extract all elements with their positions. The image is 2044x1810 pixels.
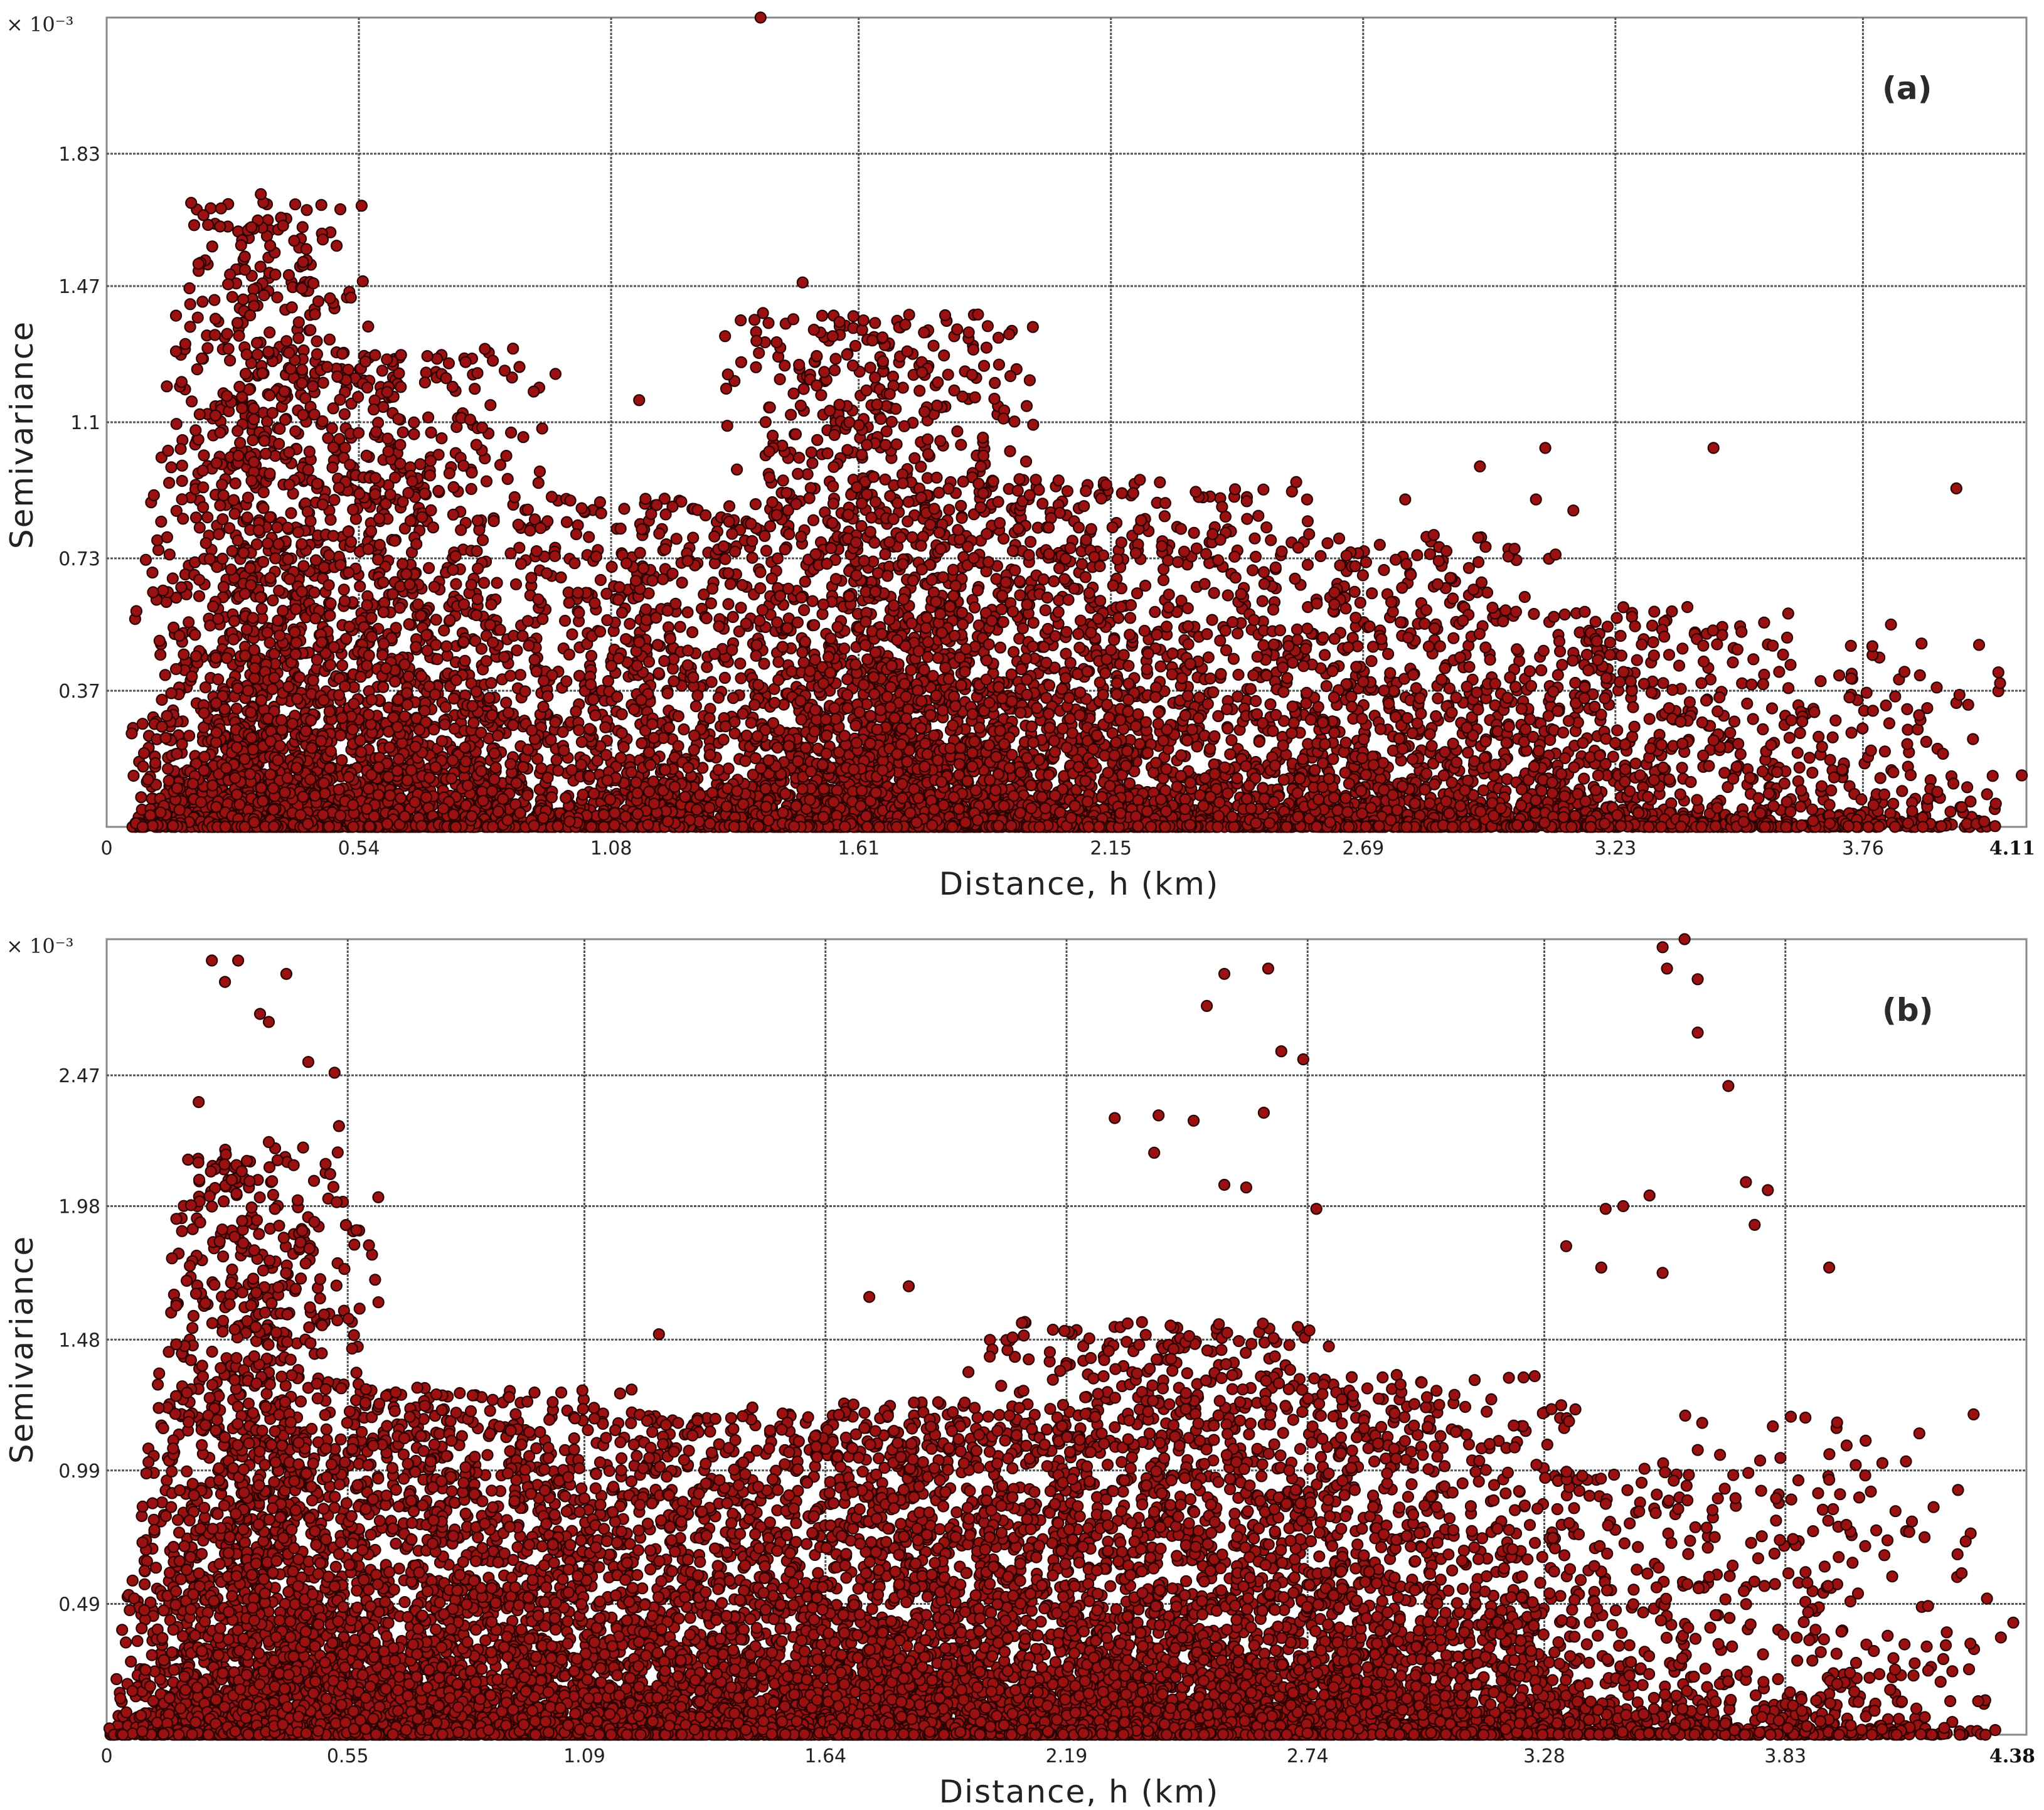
data-point: [192, 364, 203, 375]
data-point: [207, 241, 218, 252]
data-point: [166, 462, 177, 472]
data-point: [218, 490, 229, 501]
data-point: [358, 276, 368, 287]
data-point: [270, 450, 280, 461]
data-point: [262, 627, 273, 638]
data-point: [215, 221, 225, 232]
data-point: [289, 235, 299, 246]
data-point: [202, 512, 213, 523]
data-point: [202, 343, 213, 353]
data-point: [153, 545, 164, 555]
data-point: [210, 314, 221, 324]
data-point: [209, 295, 220, 306]
data-point: [189, 220, 200, 230]
data-point: [157, 695, 168, 705]
data-point: [186, 198, 196, 208]
chart-a: 0.370.731.11.471.830 0.54 1.08 1.61 2.15 2.69…: [4, 13, 2035, 903]
data-point: [274, 585, 284, 596]
data-point: [203, 220, 213, 230]
data-point: [184, 283, 195, 294]
data-point: [186, 671, 197, 682]
data-point: [264, 327, 275, 338]
data-point: [197, 296, 208, 307]
data-point: [234, 331, 245, 341]
data-point: [194, 591, 205, 602]
data-point: [156, 516, 166, 527]
data-point: [171, 418, 182, 429]
data-point: [164, 549, 175, 560]
data-point: [171, 664, 181, 674]
data-point: [257, 604, 267, 614]
data-point: [177, 476, 188, 486]
data-point: [316, 200, 327, 210]
data-point: [230, 478, 241, 489]
data-point: [171, 311, 181, 321]
data-point: [272, 292, 282, 303]
data-point: [287, 302, 297, 312]
data-point: [183, 617, 194, 627]
data-point: [161, 597, 172, 607]
data-point: [141, 555, 151, 565]
data-point: [227, 292, 238, 302]
data-point: [168, 573, 178, 584]
data-point: [177, 460, 188, 471]
data-point: [324, 334, 335, 345]
